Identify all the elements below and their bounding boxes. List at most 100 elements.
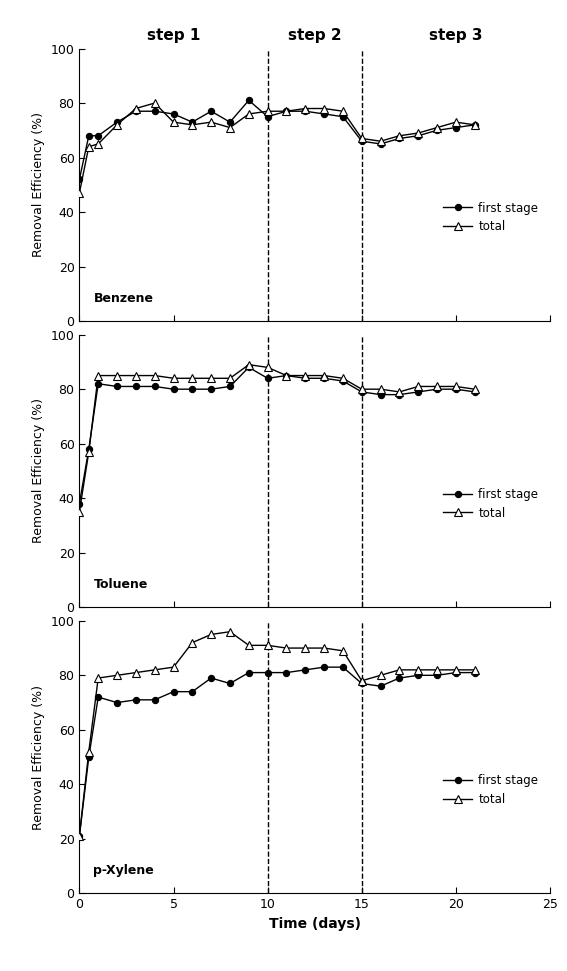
total xyxy=(452,664,459,676)
total xyxy=(340,645,346,656)
first stage xyxy=(246,667,252,679)
first stage xyxy=(170,108,177,119)
total xyxy=(170,373,177,385)
first stage xyxy=(283,370,290,382)
first stage xyxy=(264,373,271,385)
total xyxy=(133,103,139,115)
total xyxy=(246,640,252,652)
total xyxy=(283,642,290,653)
first stage xyxy=(471,667,478,679)
total xyxy=(86,446,92,457)
first stage xyxy=(396,388,403,400)
Text: step 1: step 1 xyxy=(147,28,200,43)
total xyxy=(95,672,101,684)
first stage xyxy=(377,681,384,692)
X-axis label: Time (days): Time (days) xyxy=(269,917,361,931)
total xyxy=(396,386,403,398)
total xyxy=(340,373,346,385)
first stage xyxy=(133,381,139,392)
first stage xyxy=(189,384,196,395)
first stage xyxy=(377,388,384,400)
total xyxy=(189,119,196,131)
first stage xyxy=(86,130,92,142)
Text: Toluene: Toluene xyxy=(94,578,148,590)
total xyxy=(283,370,290,382)
total xyxy=(321,103,328,115)
first stage xyxy=(340,661,346,673)
first stage xyxy=(95,691,101,703)
Line: first stage: first stage xyxy=(76,364,478,507)
first stage xyxy=(189,117,196,128)
first stage xyxy=(227,678,234,689)
first stage xyxy=(321,661,328,673)
Line: total: total xyxy=(75,628,479,840)
total xyxy=(396,664,403,676)
first stage xyxy=(151,106,158,117)
total xyxy=(415,381,422,392)
Text: Benzene: Benzene xyxy=(94,291,154,305)
first stage xyxy=(76,498,83,510)
first stage xyxy=(321,108,328,119)
first stage xyxy=(86,444,92,455)
first stage xyxy=(151,694,158,706)
first stage xyxy=(452,667,459,679)
first stage xyxy=(151,381,158,392)
first stage xyxy=(246,361,252,373)
Y-axis label: Removal Efficiency (%): Removal Efficiency (%) xyxy=(32,685,45,829)
total xyxy=(76,830,83,842)
total xyxy=(340,106,346,117)
first stage xyxy=(133,106,139,117)
Line: total: total xyxy=(75,99,479,197)
first stage xyxy=(86,752,92,763)
first stage xyxy=(113,697,120,709)
total xyxy=(434,664,441,676)
Line: first stage: first stage xyxy=(76,97,478,183)
total xyxy=(95,370,101,382)
total xyxy=(208,117,214,128)
first stage xyxy=(208,672,214,684)
total xyxy=(377,669,384,681)
total xyxy=(246,359,252,371)
first stage xyxy=(434,384,441,395)
total xyxy=(208,373,214,385)
Legend: first stage, total: first stage, total xyxy=(438,483,543,524)
Y-axis label: Removal Efficiency (%): Removal Efficiency (%) xyxy=(32,398,45,544)
total xyxy=(227,373,234,385)
first stage xyxy=(302,106,308,117)
total xyxy=(227,626,234,638)
first stage xyxy=(471,119,478,131)
Line: total: total xyxy=(75,361,479,516)
total xyxy=(76,506,83,518)
total xyxy=(151,664,158,676)
total xyxy=(113,370,120,382)
total xyxy=(151,370,158,382)
total xyxy=(321,370,328,382)
first stage xyxy=(264,667,271,679)
total xyxy=(415,127,422,139)
first stage xyxy=(246,94,252,106)
total xyxy=(170,661,177,673)
total xyxy=(471,384,478,395)
first stage xyxy=(170,384,177,395)
total xyxy=(208,628,214,640)
first stage xyxy=(321,373,328,385)
total xyxy=(151,97,158,109)
first stage xyxy=(302,664,308,676)
total xyxy=(321,642,328,653)
Legend: first stage, total: first stage, total xyxy=(438,769,543,811)
first stage xyxy=(452,384,459,395)
first stage xyxy=(208,106,214,117)
first stage xyxy=(340,111,346,122)
Text: step 3: step 3 xyxy=(429,28,483,43)
first stage xyxy=(415,130,422,142)
total xyxy=(302,103,308,115)
total xyxy=(471,119,478,131)
Line: first stage: first stage xyxy=(76,664,478,839)
total xyxy=(264,361,271,373)
Text: p-Xylene: p-Xylene xyxy=(94,864,154,877)
total xyxy=(302,370,308,382)
total xyxy=(170,117,177,128)
total xyxy=(452,117,459,128)
first stage xyxy=(189,686,196,697)
Text: step 2: step 2 xyxy=(288,28,341,43)
